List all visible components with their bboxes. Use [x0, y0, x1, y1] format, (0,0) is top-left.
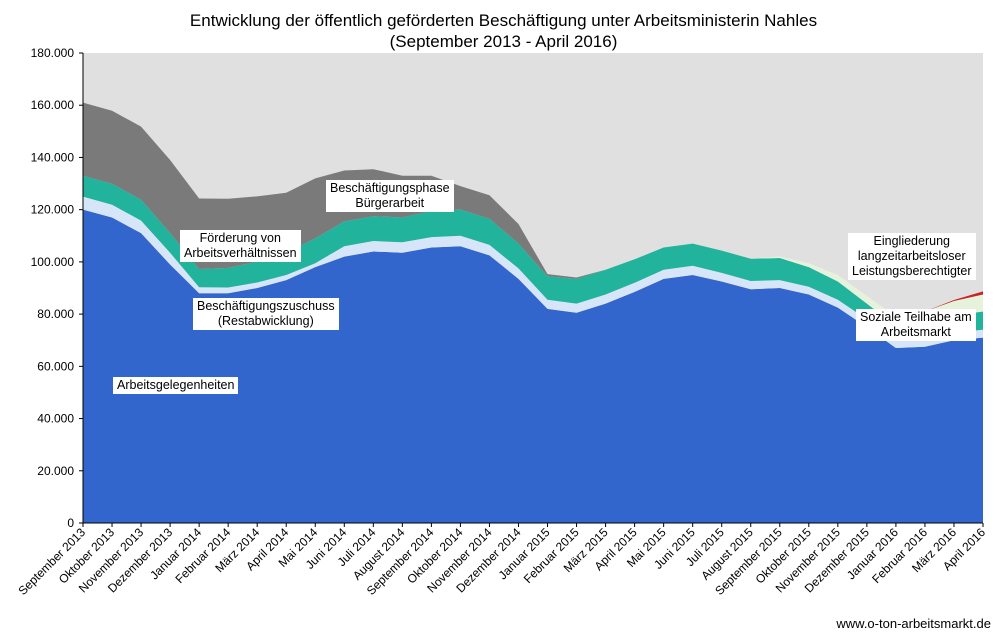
y-tick-label: 180.000: [31, 46, 75, 60]
annotation-buergerarbeit: Beschäftigungsphase Bürgerarbeit: [326, 180, 454, 212]
chart-title: Entwicklung der öffentlich geförderten B…: [0, 10, 1007, 52]
y-tick-label: 140.000: [31, 150, 75, 164]
y-tick-label: 160.000: [31, 98, 75, 112]
annotation-beschaeftigungszuschuss: Beschäftigungszuschuss (Restabwicklung): [193, 298, 339, 330]
annotation-elb-line3: Leistungsberechtigter: [852, 264, 972, 278]
annotation-bez-line1: Beschäftigungszuschuss: [197, 299, 335, 313]
annotation-arbeitsgelegenheiten-text: Arbeitsgelegenheiten: [117, 378, 235, 392]
area-series-1: [83, 209, 983, 523]
y-tick-label: 20.000: [37, 464, 74, 478]
annotation-fav-line2: Arbeitsverhältnissen: [184, 246, 297, 260]
chart-title-line1: Entwicklung der öffentlich geförderten B…: [189, 11, 818, 30]
annotation-arbeitsgelegenheiten: Arbeitsgelegenheiten: [113, 377, 239, 394]
annotation-elb-line1: Eingliederung: [873, 234, 950, 248]
chart-title-line2: (September 2013 - April 2016): [389, 32, 618, 51]
annotation-bpb-line2: Bürgerarbeit: [355, 196, 425, 210]
annotation-bez-line2: (Restabwicklung): [217, 314, 314, 328]
area-series-4: [83, 102, 983, 326]
annotation-fav-line1: Förderung von: [199, 231, 281, 245]
annotation-foerderung-arbeitsverhaeltnisse: Förderung von Arbeitsverhältnissen: [180, 230, 301, 262]
annotation-st-line1: Soziale Teilhabe am: [860, 310, 972, 324]
y-axis-ticks: 0 20.000 40.000 60.000 80.000 100.000 120.000 1…: [31, 46, 83, 530]
source-url: www.o-ton-arbeitsmarkt.de: [836, 616, 991, 631]
axes-group: [82, 53, 983, 524]
annotation-eingliederung: Eingliederung langzeitarbeitsloser Leist…: [848, 233, 976, 280]
y-tick-label: 40.000: [37, 412, 74, 426]
y-tick-label: 0: [67, 516, 74, 530]
y-tick-label: 120.000: [31, 203, 75, 217]
y-tick-label: 80.000: [37, 307, 74, 321]
y-tick-label: 60.000: [37, 359, 74, 373]
annotation-bpb-line1: Beschäftigungsphase: [330, 181, 450, 195]
annotation-elb-line2: langzeitarbeitsloser: [857, 249, 966, 263]
annotation-st-line2: Arbeitsmarkt: [880, 325, 951, 339]
annotation-soziale-teilhabe: Soziale Teilhabe am Arbeitsmarkt: [856, 309, 976, 341]
y-tick-label: 100.000: [31, 255, 75, 269]
